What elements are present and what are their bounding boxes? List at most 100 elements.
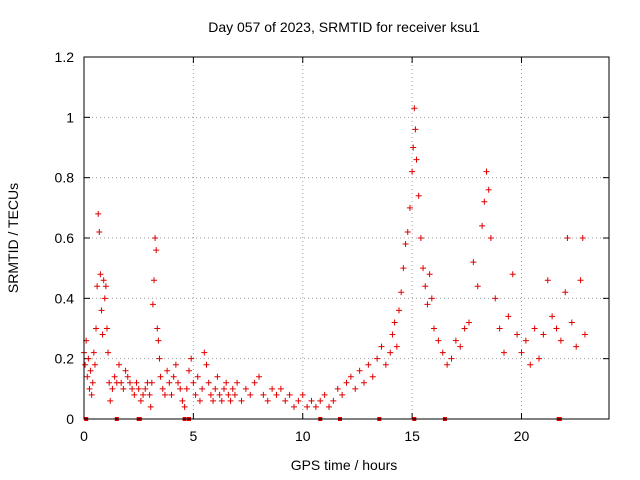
data-point [218, 397, 225, 404]
data-point [207, 391, 214, 398]
data-point [573, 343, 580, 350]
data-point [175, 379, 182, 386]
data-point [402, 241, 409, 248]
data-point [334, 385, 341, 392]
data-point [415, 192, 422, 199]
data-point [194, 373, 201, 380]
data-point [496, 325, 503, 332]
data-point [172, 361, 179, 368]
data-point [155, 337, 162, 344]
data-point [439, 349, 446, 356]
data-point [201, 349, 208, 356]
data-point [564, 235, 571, 241]
data-point [186, 367, 192, 374]
data-point [231, 391, 238, 398]
data-point [549, 313, 556, 320]
data-point [190, 379, 197, 386]
x-tick-label: 10 [295, 428, 311, 444]
data-point [398, 289, 405, 296]
data-point [424, 301, 431, 308]
data-point [126, 379, 133, 386]
data-point [544, 277, 551, 284]
data-point [120, 385, 127, 392]
data-point [91, 361, 98, 368]
data-point [404, 228, 411, 235]
data-point [479, 222, 486, 229]
data-point [409, 168, 416, 175]
data-point [382, 361, 389, 368]
data-point [518, 349, 525, 356]
data-point [260, 391, 267, 398]
data-point [168, 391, 175, 398]
data-point [361, 379, 367, 386]
data-point [161, 391, 168, 398]
plot-frame [83, 56, 610, 420]
data-point [461, 325, 468, 332]
data-point [82, 361, 89, 368]
y-tick-label: 1 [66, 109, 74, 125]
data-point [96, 228, 103, 235]
data-point [147, 403, 154, 410]
data-point [277, 385, 284, 392]
data-point [299, 391, 306, 398]
data-point [203, 361, 210, 368]
data-point [183, 385, 190, 392]
data-point [431, 325, 437, 332]
data-point [116, 361, 122, 368]
data-point [111, 373, 118, 380]
data-point [164, 367, 171, 374]
data-point [124, 373, 131, 380]
data-point [400, 265, 407, 272]
data-point [393, 343, 400, 350]
data-point [426, 271, 433, 278]
data-point [153, 247, 160, 254]
data-point [188, 355, 195, 362]
data-point [90, 349, 97, 356]
data-point [212, 385, 219, 392]
data-point [540, 331, 547, 338]
data-point [577, 277, 584, 284]
data-point [142, 385, 149, 392]
data-point [481, 198, 488, 205]
x-tick-label: 15 [404, 428, 420, 444]
data-point [170, 373, 177, 380]
data-point [89, 379, 96, 386]
data-point [505, 313, 512, 320]
data-point [179, 397, 186, 404]
data-point [562, 289, 569, 296]
data-point [159, 385, 166, 392]
data-point [131, 391, 138, 398]
data-point [166, 379, 173, 386]
data-point [391, 319, 398, 326]
data-point [466, 319, 472, 326]
data-point [470, 259, 477, 266]
data-point [148, 379, 155, 386]
data-point [181, 403, 188, 410]
data-point [269, 385, 276, 392]
data-point [417, 235, 424, 241]
data-point [88, 391, 95, 398]
data-point [295, 397, 302, 404]
data-point [452, 337, 459, 344]
data-point [514, 331, 521, 338]
data-point [492, 295, 499, 302]
data-point [135, 385, 142, 392]
data-point [225, 391, 232, 398]
x-tick-label: 20 [514, 428, 530, 444]
y-axis-label: SRMTID / TECUs [5, 183, 21, 293]
data-point [156, 355, 163, 362]
data-point [105, 349, 112, 356]
data-point [137, 397, 144, 404]
data-point [122, 367, 129, 374]
data-point [457, 343, 464, 350]
data-point [196, 397, 203, 404]
data-point [321, 391, 328, 398]
data-point [483, 168, 490, 175]
data-point [396, 307, 402, 314]
data-point [85, 355, 92, 362]
data-point [317, 397, 324, 404]
data-point [214, 373, 221, 380]
data-point [448, 355, 455, 362]
data-point [152, 235, 159, 241]
